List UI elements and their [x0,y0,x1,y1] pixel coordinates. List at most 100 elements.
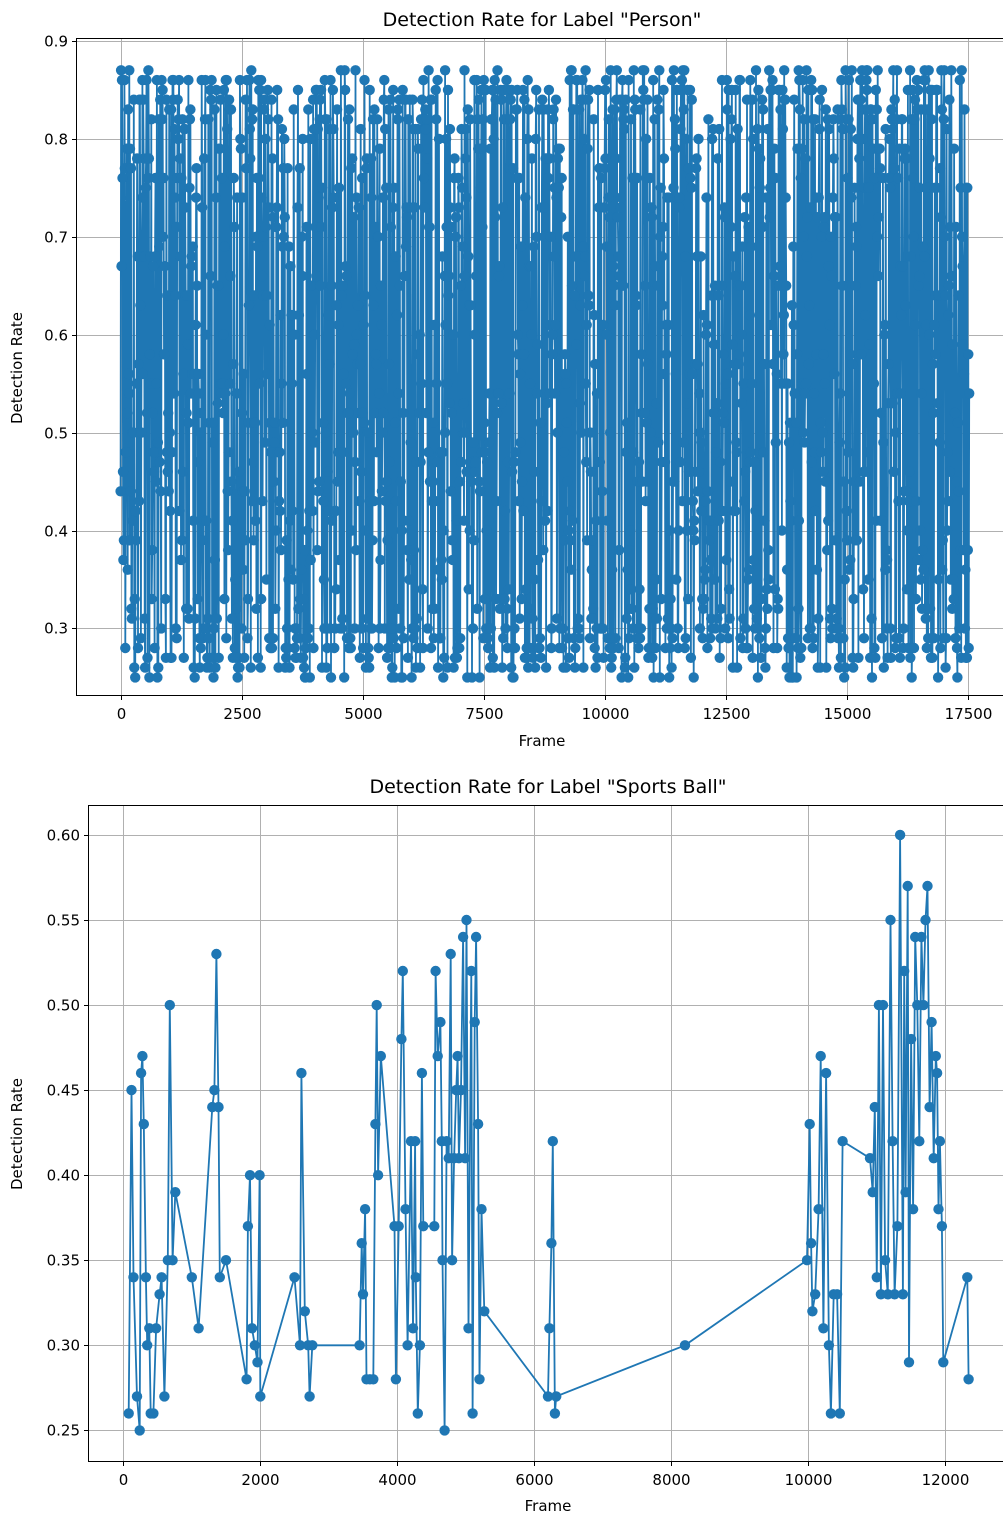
data-point [915,574,926,585]
data-point [807,642,818,654]
data-point [558,447,570,458]
data-point [836,104,848,115]
data-point [615,192,627,203]
data-point [137,1050,148,1062]
data-point [526,153,538,164]
data-point [531,388,543,399]
data-point [676,74,688,86]
data-point [470,466,481,477]
data-point [603,114,614,125]
data-point [197,202,208,213]
data-point [961,652,973,663]
data-point [869,1101,880,1113]
data-point [122,407,133,419]
data-point [730,84,741,96]
data-point [318,574,330,585]
data-point [530,133,541,145]
data-point [552,153,564,164]
data-point [474,1374,485,1385]
x-tick-label: 12500 [703,705,751,723]
data-point [439,65,451,76]
data-point [253,172,264,184]
data-point [475,143,486,154]
data-point [828,153,839,164]
data-point [429,319,440,331]
data-point [209,554,221,566]
data-point [182,339,194,350]
data-point [869,642,880,654]
data-point [201,515,212,526]
data-point [366,623,378,634]
data-point [743,564,755,575]
data-point [363,652,374,663]
data-point [250,515,261,526]
data-point [350,65,361,76]
data-point [337,613,348,624]
data-point [848,593,859,605]
data-point [172,94,183,105]
data-point [455,280,466,291]
data-point [517,300,528,311]
data-point [820,104,831,115]
data-point [383,358,395,370]
data-point [186,261,197,272]
data-point [823,1340,835,1351]
data-point [628,65,639,76]
data-point [286,378,297,389]
data-point [162,466,173,477]
data-point [959,104,970,115]
data-point [928,633,939,644]
data-point [115,65,127,76]
data-point [357,407,368,419]
data-point [922,880,933,892]
data-point [680,251,691,262]
data-point [689,515,700,526]
data-point [724,476,736,487]
data-point [829,368,840,380]
data-point [122,564,133,575]
data-point [805,1238,817,1249]
data-point [834,388,846,399]
data-point [910,593,922,605]
data-point [948,574,959,585]
data-point [884,182,896,193]
data-point [583,290,594,301]
data-point [298,662,310,673]
data-point [125,163,137,174]
data-point [259,437,271,448]
data-point [358,417,370,428]
data-point [351,329,363,340]
data-point [900,300,911,311]
data-point [577,74,588,86]
data-point [362,427,373,438]
data-point [754,182,765,193]
data-point [499,505,511,517]
data-point [509,623,520,634]
data-point [160,593,171,605]
data-point [150,1323,162,1334]
data-point [248,290,260,301]
data-point [171,633,182,644]
x-tick-label: 10000 [582,705,630,723]
data-point [206,74,217,86]
data-point [250,231,262,242]
data-point [541,398,553,409]
y-tick-label: 0.50 [47,997,80,1015]
data-point [613,642,624,654]
data-point [695,251,706,262]
data-point [546,623,557,634]
data-point [867,1187,878,1198]
data-point [698,593,710,605]
data-point [532,554,544,566]
data-point [763,574,774,585]
data-point [633,642,644,654]
data-point [851,241,862,252]
data-point [678,437,689,448]
data-point [864,339,875,350]
data-point [318,495,329,507]
data-point [219,241,230,252]
data-point [590,515,602,526]
data-point [690,163,702,174]
data-point [461,466,472,477]
